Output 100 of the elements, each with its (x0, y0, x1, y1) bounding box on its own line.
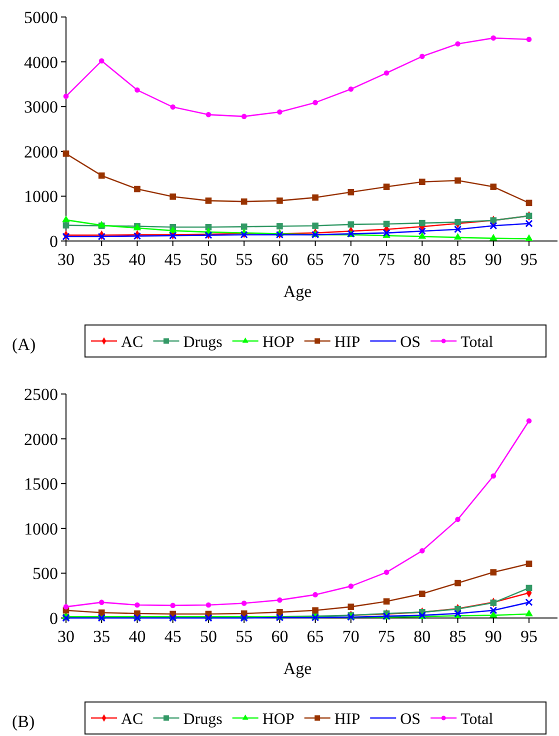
point (418, 590, 426, 597)
point (526, 418, 532, 424)
point (490, 234, 498, 241)
point (170, 602, 176, 608)
point (98, 600, 104, 605)
point (63, 604, 69, 610)
point (98, 609, 105, 616)
x-axis-title: Age (283, 282, 312, 301)
y-tick-label: 5000 (24, 8, 58, 27)
point (454, 580, 461, 586)
y-tick-label: 3000 (24, 98, 58, 117)
x-tick-label: 60 (271, 250, 288, 269)
legend-label: Total (460, 334, 494, 351)
x-tick-label: 40 (128, 250, 146, 269)
point (418, 232, 426, 239)
legend-label: AC (121, 711, 144, 728)
point (312, 194, 318, 201)
point (276, 609, 283, 616)
legend-label: Drugs (183, 711, 222, 728)
point (490, 473, 496, 479)
point (170, 104, 176, 110)
point (526, 584, 532, 592)
point (490, 606, 498, 614)
y-tick-label: 2000 (24, 430, 58, 449)
y-tick-label: 2500 (24, 385, 58, 404)
point (348, 189, 354, 196)
point (455, 41, 460, 47)
x-tick-label: 85 (449, 627, 466, 646)
point (205, 198, 212, 204)
point (98, 232, 106, 240)
y-tick-label: 0 (50, 232, 58, 251)
y-tick-label: 1000 (24, 187, 58, 206)
x-tick-label: 75 (378, 250, 396, 269)
point (525, 598, 533, 606)
point (418, 227, 426, 235)
point (63, 94, 69, 99)
point (134, 186, 140, 192)
point (384, 570, 390, 575)
legend-label: Total (460, 711, 494, 728)
point (348, 584, 354, 589)
y-tick-label: 1500 (24, 474, 58, 494)
point (525, 609, 533, 616)
point (454, 219, 461, 226)
point (383, 184, 390, 190)
point (276, 198, 283, 204)
point (384, 70, 390, 76)
point (62, 150, 70, 157)
x-axis-title: Age (283, 659, 312, 678)
x-tick-label: 90 (484, 627, 502, 646)
point (383, 220, 390, 228)
x-tick-label: 80 (414, 627, 431, 646)
point (134, 87, 140, 93)
point (134, 602, 140, 608)
point (312, 100, 318, 106)
point (418, 178, 426, 186)
point (525, 220, 533, 228)
legend-label: HIP (334, 334, 360, 351)
point (348, 221, 354, 228)
point (383, 598, 390, 605)
x-tick-label: 95 (520, 627, 538, 646)
point (418, 220, 426, 226)
text: (B) (12, 712, 35, 731)
point (526, 560, 532, 567)
legend-label: HOP (262, 711, 294, 728)
point (98, 58, 104, 64)
legend-label: HOP (262, 334, 294, 351)
legend-label: OS (400, 334, 421, 351)
point (62, 215, 70, 222)
legend-label: OS (400, 711, 421, 728)
point (420, 54, 425, 60)
point (241, 600, 247, 606)
x-tick-label: 65 (306, 627, 324, 646)
point (170, 193, 176, 200)
point (420, 548, 425, 554)
x-tick-label: 50 (200, 250, 217, 269)
point (240, 224, 248, 230)
x-tick-label: 30 (58, 250, 74, 269)
x-tick-label: 80 (414, 250, 431, 269)
x-tick-label: 90 (484, 250, 502, 269)
x-tick-label: 30 (58, 627, 74, 646)
point (525, 234, 533, 241)
point (490, 35, 496, 41)
point (206, 112, 212, 118)
point (454, 177, 461, 184)
legend-label: Drugs (183, 334, 222, 351)
x-tick-label: 35 (93, 627, 110, 646)
y-tick-label: 1000 (24, 519, 58, 538)
point (168, 226, 177, 233)
x-tick-label: 65 (306, 250, 324, 269)
x-tick-label: 50 (200, 627, 217, 646)
point (62, 222, 70, 228)
x-tick-label: 35 (93, 250, 110, 269)
x-tick-label: 75 (378, 627, 396, 646)
point (312, 607, 318, 614)
point (454, 226, 462, 234)
x-tick-label: 55 (236, 250, 253, 269)
point (277, 109, 282, 115)
y-tick-label: 0 (50, 609, 58, 628)
legend-label: HIP (334, 711, 360, 728)
y-tick-label: 500 (32, 564, 58, 584)
